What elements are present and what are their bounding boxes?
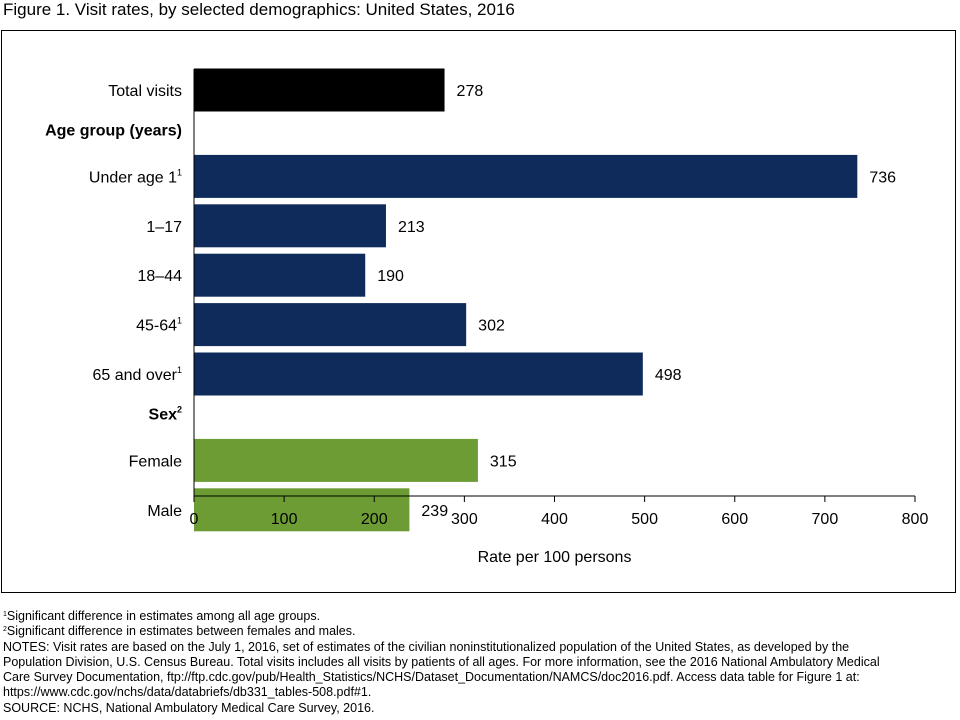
bar-Male	[194, 488, 410, 532]
notes-line-4: https://www.cdc.gov/nchs/data/databriefs…	[3, 685, 372, 700]
category-label: 45-641	[136, 316, 182, 335]
value-label: 278	[457, 83, 484, 100]
x-tick-label: 800	[902, 511, 929, 528]
source-line: SOURCE: NCHS, National Ambulatory Medica…	[3, 700, 375, 715]
footnote-2-marker: 2	[3, 626, 7, 634]
notes-line-2: Population Division, U.S. Census Bureau.…	[3, 654, 880, 669]
footnote-1-marker: 1	[3, 611, 7, 618]
footnote-1: 1Significant difference in estimates amo…	[3, 609, 953, 624]
bar-chart: Total visits 278 Age group (years) Under ag…	[45, 68, 929, 566]
group-header: Age group (years)	[45, 122, 182, 139]
x-tick-label: 100	[271, 511, 298, 528]
value-label: 213	[398, 219, 425, 236]
category-label: Total visits	[108, 83, 182, 100]
figure-title: Figure 1. Visit rates, by selected demog…	[3, 0, 515, 19]
bar-1–17	[194, 204, 386, 248]
value-label: 736	[869, 169, 896, 186]
chart-frame: Total visits 278 Age group (years) Under ag…	[1, 30, 956, 593]
bar-65 and over	[194, 352, 643, 396]
bar-Total visits	[194, 68, 445, 112]
category-label: Male	[147, 503, 182, 520]
category-label-sup: 1	[177, 167, 182, 177]
notes-line-1: NOTES: Visit rates are based on the July…	[3, 639, 850, 654]
group-header: Sex2	[149, 404, 182, 423]
value-label: 302	[478, 318, 505, 335]
bar-18–44	[194, 253, 366, 297]
value-label: 239	[421, 503, 448, 520]
x-tick-label: 300	[451, 511, 478, 528]
footnote-1-text: Significant difference in estimates amon…	[6, 609, 321, 623]
value-label: 190	[377, 268, 404, 285]
group-header-sup: 2	[177, 404, 182, 414]
footnotes: 1Significant difference in estimates amo…	[3, 609, 953, 716]
x-tick-label: 600	[721, 511, 748, 528]
category-label-sup: 1	[177, 316, 182, 326]
value-label: 315	[490, 453, 517, 470]
category-label: Under age 11	[89, 167, 182, 186]
x-tick-label: 200	[361, 511, 388, 528]
bar-Female	[194, 438, 478, 482]
category-label: 65 and over1	[92, 365, 182, 384]
bar-Under age 1	[194, 154, 858, 198]
category-label-sup: 1	[177, 365, 182, 375]
x-tick-label: 500	[631, 511, 658, 528]
category-label: Female	[129, 453, 182, 470]
footnote-2: 2Significant difference in estimates bet…	[3, 624, 953, 639]
footnote-2-text: Significant difference in estimates betw…	[6, 624, 356, 639]
bar-45-64	[194, 303, 467, 347]
notes-line-3: Care Survey Documentation, ftp://ftp.cdc…	[3, 670, 860, 685]
x-tick-label: 400	[541, 511, 568, 528]
x-axis-label: Rate per 100 persons	[478, 549, 632, 566]
category-label: 18–44	[138, 268, 183, 285]
x-tick-label: 700	[812, 511, 839, 528]
x-tick-label: 0	[190, 511, 199, 528]
value-label: 498	[655, 367, 682, 384]
category-label: 1–17	[146, 219, 182, 236]
